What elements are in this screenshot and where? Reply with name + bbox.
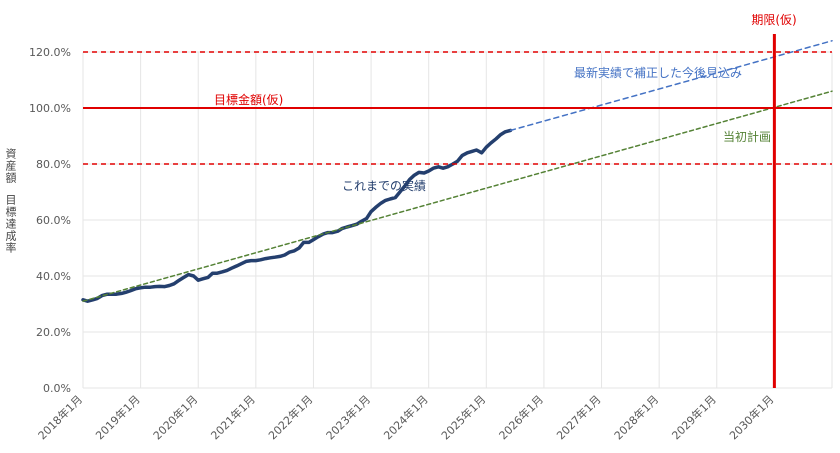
x-tick-label: 2022年1月 [265,392,315,442]
x-tick-label: 2019年1月 [93,392,143,442]
x-axis: 2018年1月 2019年1月 2020年1月 2021年1月 2022年1月 2023年… [35,392,777,442]
annotation-deadline: 期限(仮) [751,13,796,27]
y-tick-label: 120.0% [29,46,71,59]
annotation-projection: 最新実績で補正した今後見込み [574,65,742,80]
annotation-actual: これまでの実績 [342,178,426,193]
x-tick-label: 2020年1月 [150,392,200,442]
y-tick-label: 60.0% [36,214,71,227]
y-axis: 0.0% 20.0% 40.0% 60.0% 80.0% 100.0% 120.0% [29,46,71,395]
reference-lines [83,34,832,388]
series-actual [81,128,513,303]
series-plan [82,90,833,302]
series-projection [509,40,833,132]
x-tick-label: 2021年1月 [208,392,258,442]
x-tick-label: 2018年1月 [35,392,85,442]
y-axis-label: 資産額 目標達成率 [2,148,18,254]
x-tick-label: 2027年1月 [553,392,603,442]
y-tick-label: 0.0% [43,382,71,395]
y-tick-label: 80.0% [36,158,71,171]
x-tick-label: 2024年1月 [381,392,431,442]
y-tick-label: 100.0% [29,102,71,115]
x-tick-label: 2030年1月 [726,392,776,442]
annotation-target: 目標金額(仮) [214,92,283,107]
x-tick-label: 2028年1月 [611,392,661,442]
x-tick-label: 2023年1月 [323,392,373,442]
series-lines [81,40,833,303]
x-tick-label: 2029年1月 [669,392,719,442]
annotation-plan: 当初計画 [723,129,771,144]
y-axis-label-assets: 資産額 [4,148,17,184]
y-tick-label: 20.0% [36,326,71,339]
x-tick-label: 2026年1月 [496,392,546,442]
y-tick-label: 40.0% [36,270,71,283]
gridlines [82,51,833,389]
x-tick-label: 2025年1月 [438,392,488,442]
y-axis-label-achievement: 目標達成率 [4,194,17,254]
